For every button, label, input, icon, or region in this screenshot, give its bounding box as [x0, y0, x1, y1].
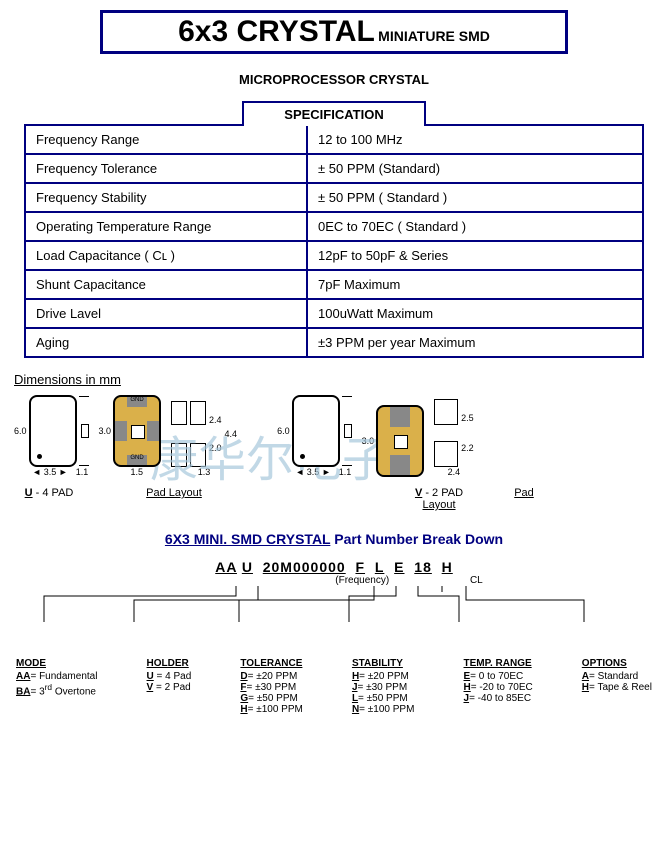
spec-label: Load Capacitance ( Cʟ )	[25, 241, 307, 270]
diagrams-row: 6.0 ◄ 3.5 ►1.1 3.0 GND GND 1.5	[14, 395, 654, 477]
spec-value: 0EC to 70EC ( Standard )	[307, 212, 643, 241]
spec-label: Frequency Range	[25, 125, 307, 154]
v-2pad: 3.0	[362, 405, 425, 477]
dims-heading: Dimensions in mm	[14, 372, 658, 387]
spec-value: ± 50 PPM ( Standard )	[307, 183, 643, 212]
spec-label: Drive Lavel	[25, 299, 307, 328]
col-options: OPTIONS A= Standard H= Tape & Reel	[582, 658, 652, 715]
title-sub: MINIATURE SMD	[378, 28, 490, 44]
spec-header: SPECIFICATION	[242, 101, 425, 126]
u-outline: 6.0 ◄ 3.5 ►1.1	[14, 395, 89, 477]
col-mode: MODE AA= Fundamental BA= 3rd Overtone	[16, 658, 97, 715]
spec-label: Frequency Tolerance	[25, 154, 307, 183]
u-4pad: 3.0 GND GND 1.5	[99, 395, 162, 477]
subtitle: MICROPROCESSOR CRYSTAL	[10, 72, 658, 87]
spec-table: Frequency Range12 to 100 MHzFrequency To…	[24, 124, 644, 358]
col-holder: HOLDER U = 4 Pad V = 2 Pad	[147, 658, 192, 715]
part-number-sub: (Frequency) CL	[10, 575, 658, 586]
col-tolerance: TOLERANCE D= ±20 PPM F= ±30 PPM G= ±50 P…	[240, 658, 302, 715]
spec-label: Operating Temperature Range	[25, 212, 307, 241]
col-stability: STABILITY H= ±20 PPM J= ±30 PPM L= ±50 P…	[352, 658, 414, 715]
spec-value: 100uWatt Maximum	[307, 299, 643, 328]
part-number: AA U 20M000000 F L E 18 H	[10, 559, 658, 575]
breakdown-tree	[14, 586, 654, 622]
spec-value: ± 50 PPM (Standard)	[307, 154, 643, 183]
title-box: 6x3 CRYSTAL MINIATURE SMD	[100, 10, 568, 54]
diagram-captions: U - 4 PAD Pad Layout V - 2 PADLayout Pad	[14, 487, 654, 511]
breakdown-table: MODE AA= Fundamental BA= 3rd Overtone HO…	[16, 658, 652, 715]
col-temp: TEMP. RANGE E= 0 to 70EC H= -20 to 70EC …	[464, 658, 533, 715]
v-padlayout: 2.5 2.2 2.4	[434, 399, 474, 477]
spec-label: Aging	[25, 328, 307, 357]
spec-value: 12pF to 50pF & Series	[307, 241, 643, 270]
spec-value: ±3 PPM per year Maximum	[307, 328, 643, 357]
v-outline: 6.0 ◄ 3.5 ►1.1	[277, 395, 352, 477]
pnb-title: 6X3 MINI. SMD CRYSTAL Part Number Break …	[10, 531, 658, 547]
spec-label: Shunt Capacitance	[25, 270, 307, 299]
u-padlayout: 2.4 2.0 4.4 1.3	[171, 401, 237, 477]
spec-label: Frequency Stability	[25, 183, 307, 212]
spec-value: 12 to 100 MHz	[307, 125, 643, 154]
title-main: 6x3 CRYSTAL	[178, 15, 375, 48]
spec-value: 7pF Maximum	[307, 270, 643, 299]
spec-header-wrap: SPECIFICATION	[10, 101, 658, 124]
